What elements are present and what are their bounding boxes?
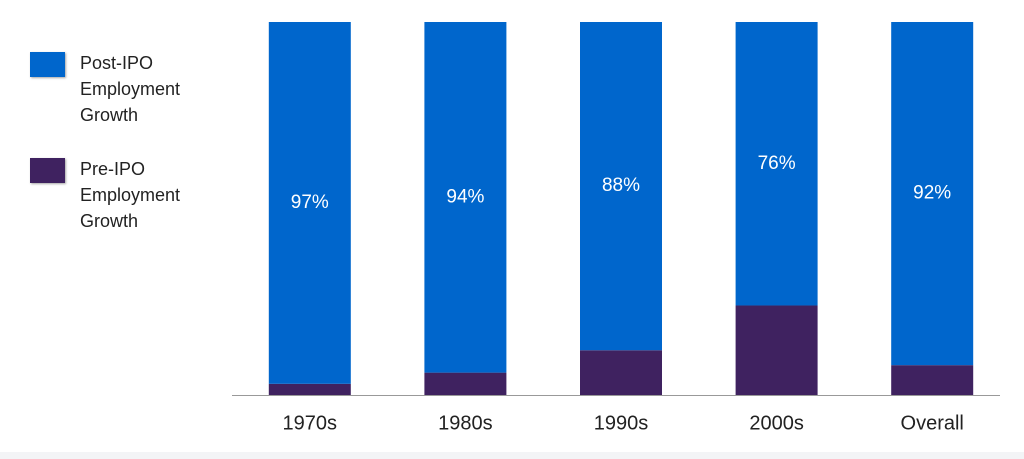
x-tick-label: 1970s (283, 412, 338, 434)
bar-segment (891, 22, 974, 366)
legend-item: Post-IPO Employment Growth (30, 50, 210, 128)
value-label: 92% (913, 183, 951, 204)
bar-segment (424, 372, 507, 395)
legend-swatch (30, 158, 65, 183)
legend-label: Post-IPO Employment Growth (80, 53, 181, 125)
value-label: 76% (758, 153, 796, 174)
value-label: 97% (291, 192, 329, 213)
legend-label: Pre-IPO Employment Growth (80, 159, 181, 231)
bar-segment (735, 22, 818, 306)
bar-segment (268, 383, 351, 395)
x-tick-label: 1980s (438, 412, 493, 434)
bar-segment (891, 365, 974, 395)
bar-segment (735, 305, 818, 395)
bar-segment (580, 350, 662, 395)
x-tick-label: 2000s (749, 412, 804, 434)
footer-band (0, 452, 1024, 459)
bar-segment (424, 22, 507, 373)
x-tick-label: 1990s (594, 412, 649, 434)
legend-swatch (30, 52, 65, 77)
x-tick-label: Overall (901, 412, 964, 434)
legend-item: Pre-IPO Employment Growth (30, 156, 210, 234)
value-label: 88% (602, 175, 640, 196)
bar-segment (580, 22, 662, 351)
value-label: 94% (446, 186, 484, 207)
bar-segment (268, 22, 351, 384)
